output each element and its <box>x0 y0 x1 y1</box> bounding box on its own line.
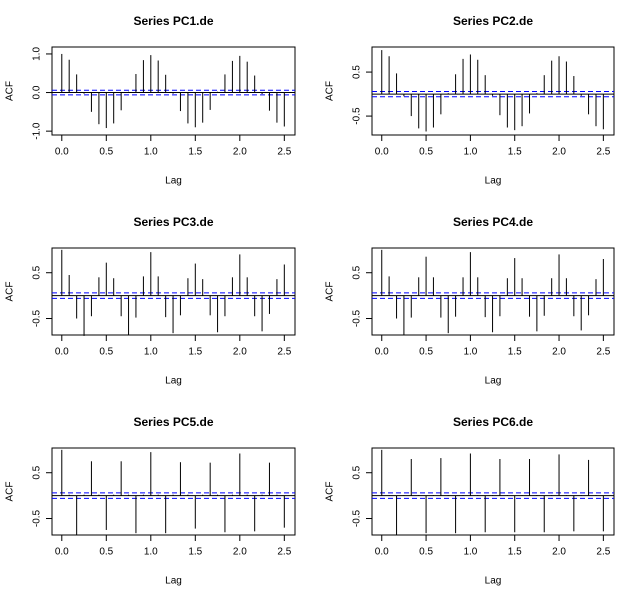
x-tick-label: 0.5 <box>99 347 113 358</box>
y-tick-label: 0.0 <box>32 85 43 99</box>
y-axis-label: ACF <box>325 81 336 101</box>
y-axis-label: ACF <box>5 282 16 302</box>
x-tick-label: 2.0 <box>233 547 247 558</box>
x-axis-label: Lag <box>485 176 502 187</box>
chart-title: Series PC6.de <box>453 415 533 429</box>
x-tick-label: 2.5 <box>596 347 610 358</box>
y-tick-label: -0.5 <box>32 309 43 327</box>
plot-frame <box>371 447 615 536</box>
chart-title: Series PC1.de <box>133 14 213 28</box>
y-tick-label: 0.5 <box>352 265 363 279</box>
x-tick-label: 2.0 <box>233 347 247 358</box>
plot-frame <box>371 247 615 336</box>
y-tick-label: 0.5 <box>32 465 43 479</box>
x-axis-label: Lag <box>485 576 502 587</box>
x-tick-label: 0.0 <box>55 547 69 558</box>
x-tick-label: 2.0 <box>552 147 566 158</box>
x-tick-label: 0.0 <box>55 147 69 158</box>
x-tick-label: 0.5 <box>99 547 113 558</box>
y-axis-label: ACF <box>5 482 16 502</box>
y-axis-label: ACF <box>5 81 16 101</box>
x-tick-label: 2.5 <box>277 347 291 358</box>
x-axis-label: Lag <box>165 176 182 187</box>
x-axis-label: Lag <box>165 576 182 587</box>
x-tick-label: 2.5 <box>277 547 291 558</box>
x-tick-label: 2.5 <box>596 547 610 558</box>
x-tick-label: 1.0 <box>144 147 158 158</box>
x-tick-label: 2.0 <box>233 147 247 158</box>
x-tick-label: 2.0 <box>552 547 566 558</box>
x-tick-label: 1.5 <box>188 147 202 158</box>
y-tick-label: -0.5 <box>352 107 363 125</box>
x-tick-label: 0.5 <box>99 147 113 158</box>
y-axis-label: ACF <box>325 282 336 302</box>
x-tick-label: 1.0 <box>144 347 158 358</box>
x-tick-label: 1.5 <box>188 347 202 358</box>
x-tick-label: 1.5 <box>188 547 202 558</box>
y-tick-label: 0.5 <box>352 65 363 79</box>
x-axis-label: Lag <box>485 376 502 387</box>
x-tick-label: 0.5 <box>419 547 433 558</box>
x-tick-label: 1.0 <box>463 347 477 358</box>
y-tick-label: -1.0 <box>32 122 43 140</box>
x-axis-label: Lag <box>165 376 182 387</box>
x-tick-label: 0.5 <box>419 147 433 158</box>
x-tick-label: 1.0 <box>144 547 158 558</box>
y-tick-label: 0.5 <box>352 465 363 479</box>
chart-title: Series PC2.de <box>453 14 533 28</box>
plot-frame <box>51 247 296 336</box>
chart-title: Series PC3.de <box>133 215 213 229</box>
x-tick-label: 2.0 <box>552 347 566 358</box>
y-tick-label: -0.5 <box>32 509 43 527</box>
x-tick-label: 0.0 <box>375 547 389 558</box>
x-tick-label: 1.0 <box>463 147 477 158</box>
plot-frame <box>51 46 296 136</box>
chart-title: Series PC5.de <box>133 415 213 429</box>
y-tick-label: -0.5 <box>352 309 363 327</box>
y-axis-label: ACF <box>325 482 336 502</box>
y-tick-label: -0.5 <box>352 509 363 527</box>
x-tick-label: 0.0 <box>55 347 69 358</box>
y-tick-label: 0.5 <box>32 265 43 279</box>
x-tick-label: 2.5 <box>596 147 610 158</box>
plot-frame <box>51 447 296 536</box>
x-tick-label: 0.0 <box>375 147 389 158</box>
x-tick-label: 0.5 <box>419 347 433 358</box>
x-tick-label: 1.5 <box>508 547 522 558</box>
x-tick-label: 1.0 <box>463 547 477 558</box>
x-tick-label: 2.5 <box>277 147 291 158</box>
x-tick-label: 1.5 <box>508 347 522 358</box>
x-tick-label: 0.0 <box>375 347 389 358</box>
y-tick-label: 1.0 <box>32 47 43 61</box>
chart-title: Series PC4.de <box>453 215 533 229</box>
x-tick-label: 1.5 <box>508 147 522 158</box>
